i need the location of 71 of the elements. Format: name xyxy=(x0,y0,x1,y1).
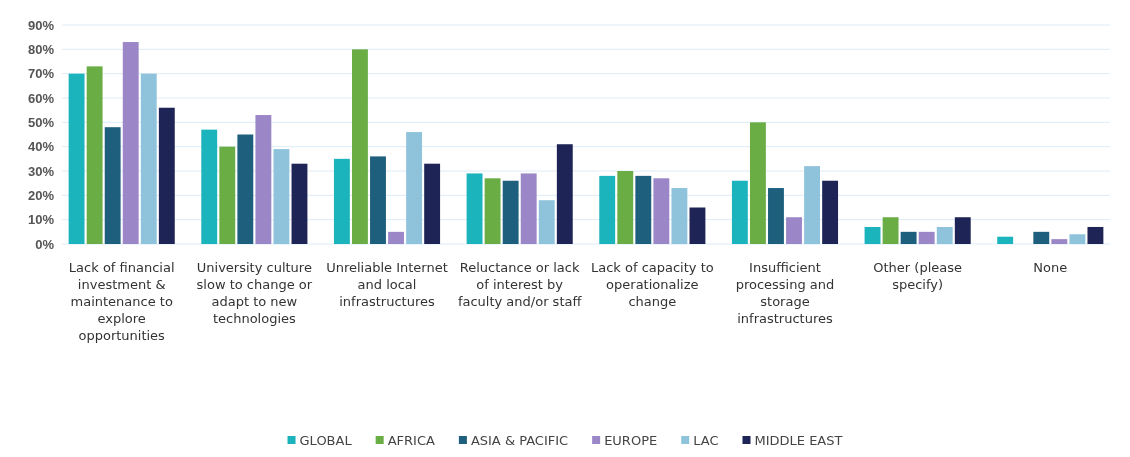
bar xyxy=(731,180,748,244)
bar xyxy=(333,158,350,244)
x-tick-label: Lack of capacity to operationalize change xyxy=(590,260,714,309)
y-tick-label: 60% xyxy=(27,90,55,106)
bar xyxy=(786,217,802,244)
bar xyxy=(997,236,1014,244)
y-tick-label: 40% xyxy=(27,139,55,155)
y-tick-label: 80% xyxy=(27,41,55,57)
y-tick-label: 30% xyxy=(27,163,55,179)
bar xyxy=(768,188,784,244)
y-tick-label: 20% xyxy=(27,187,55,203)
bar xyxy=(653,178,670,244)
bar xyxy=(424,163,441,244)
bar xyxy=(352,49,368,244)
bar xyxy=(466,173,483,244)
y-tick-label: 50% xyxy=(27,114,55,130)
bar xyxy=(104,127,121,244)
bar xyxy=(158,107,175,244)
bar xyxy=(201,129,218,244)
bar xyxy=(388,231,404,244)
y-tick-label: 90% xyxy=(27,17,55,33)
legend-label: LAC xyxy=(693,433,719,448)
x-tick-label: University culture slow to change or adapt to new technologies xyxy=(196,260,313,326)
bar xyxy=(918,231,935,244)
bar xyxy=(749,122,766,244)
bar xyxy=(502,180,519,244)
bar xyxy=(484,178,501,244)
bar xyxy=(122,42,139,244)
legend-label: GLOBAL xyxy=(299,433,353,448)
bar xyxy=(556,144,573,244)
bar xyxy=(599,175,616,244)
legend-label: AFRICA xyxy=(387,433,435,448)
bar xyxy=(804,166,820,244)
legend-label: MIDDLE EAST xyxy=(754,433,843,448)
bar xyxy=(864,226,881,244)
bar xyxy=(900,231,917,244)
y-tick-label: 10% xyxy=(27,212,55,228)
y-tick-label: 70% xyxy=(27,66,55,82)
bar xyxy=(291,163,308,244)
x-tick-label: Unreliable Internet and local infrastructures xyxy=(326,260,448,309)
bar xyxy=(635,175,652,244)
x-tick-label: Reluctance or lack of interest by faculty and/or staff xyxy=(457,260,583,309)
x-tick-label: None xyxy=(1033,260,1068,275)
legend-label: ASIA & PACIFIC xyxy=(470,433,569,448)
x-tick-label: Other (please specify) xyxy=(873,260,962,292)
bar xyxy=(406,132,423,244)
bar xyxy=(255,115,272,244)
bar xyxy=(689,207,706,244)
bar xyxy=(617,171,634,244)
bar xyxy=(68,73,85,244)
bar xyxy=(1069,234,1086,244)
x-tick-label: Insufficient processing and storage infrastructures xyxy=(735,260,835,326)
bar xyxy=(219,146,236,244)
bar xyxy=(140,73,157,244)
bar xyxy=(520,173,537,244)
x-tick-label: Lack of financial investment & maintenance to explore opportunities xyxy=(68,260,175,343)
bar xyxy=(1051,239,1068,244)
bar xyxy=(237,134,254,244)
bar xyxy=(936,226,953,244)
bar xyxy=(273,149,290,244)
bar xyxy=(954,217,971,244)
legend-label: EUROPE xyxy=(604,433,658,448)
y-tick-label: 0% xyxy=(35,236,55,252)
bar xyxy=(1087,226,1104,244)
bar xyxy=(822,180,839,244)
bar xyxy=(538,200,555,244)
bar xyxy=(1033,231,1050,244)
bar xyxy=(671,188,688,244)
bar xyxy=(882,217,899,244)
bar xyxy=(86,66,103,244)
bar xyxy=(370,156,386,244)
